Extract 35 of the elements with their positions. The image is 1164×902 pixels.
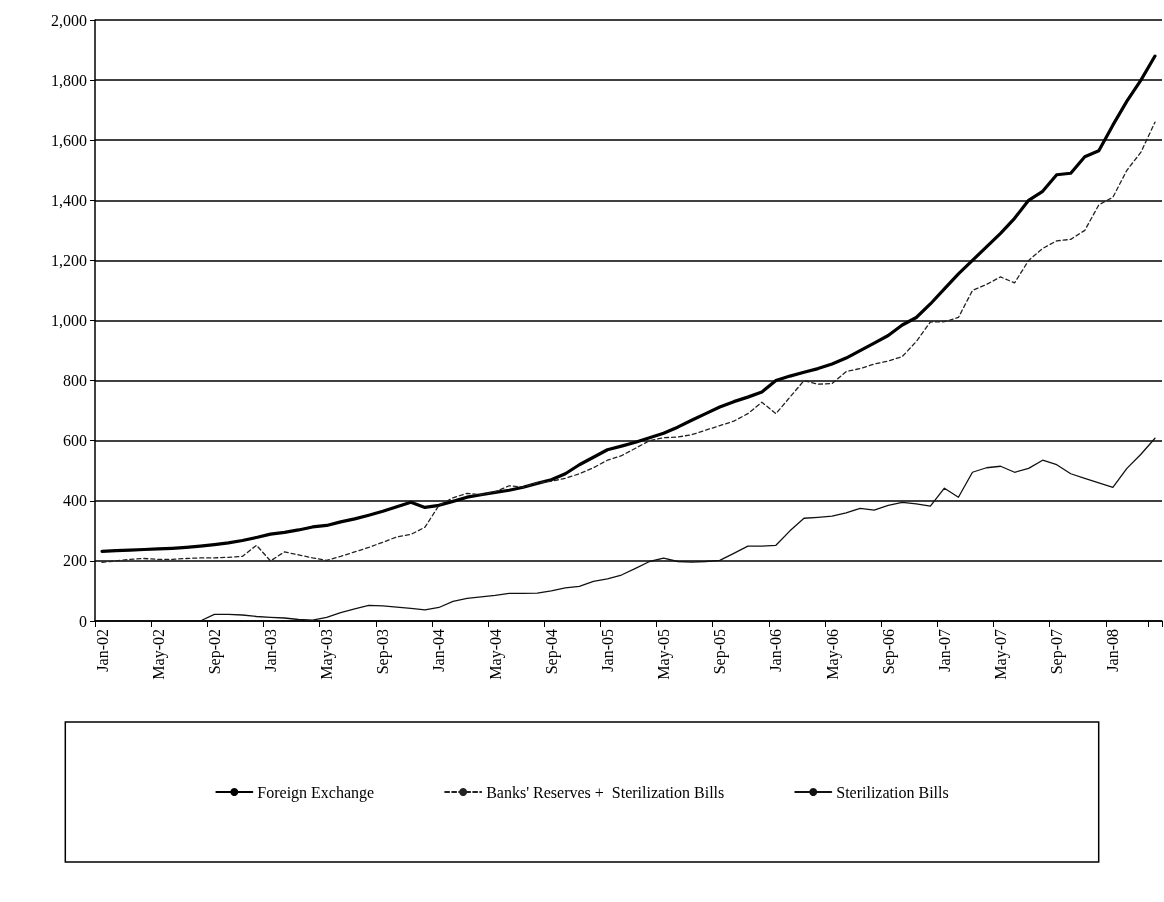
x-tick-label: May-02 bbox=[149, 629, 168, 680]
x-tick-label: Sep-07 bbox=[1048, 629, 1067, 675]
x-tick-label: Sep-03 bbox=[374, 629, 393, 675]
x-tick-label: May-07 bbox=[992, 629, 1011, 680]
legend-label: Banks' Reserves + Sterilization Bills bbox=[486, 783, 725, 801]
x-tick-label: Jan-08 bbox=[1104, 629, 1122, 672]
y-tick-label: 2,000 bbox=[51, 11, 87, 29]
x-tick-label: Jan-04 bbox=[430, 629, 448, 672]
x-tick-label: May-03 bbox=[318, 629, 337, 680]
y-tick-label: 1,800 bbox=[51, 71, 87, 89]
y-tick-label: 800 bbox=[63, 372, 87, 390]
line-series bbox=[199, 437, 1156, 622]
y-tick-label: 1,200 bbox=[51, 251, 87, 269]
x-tick-label: Sep-04 bbox=[542, 629, 561, 675]
y-tick-label: 0 bbox=[79, 612, 87, 630]
x-tick-label: Jan-03 bbox=[261, 629, 279, 672]
x-tick-label: Sep-05 bbox=[711, 629, 730, 675]
x-tick-label: May-05 bbox=[655, 629, 674, 680]
x-tick-label: Sep-02 bbox=[205, 629, 224, 675]
legend-label: Foreign Exchange bbox=[257, 783, 375, 802]
y-tick-label: 200 bbox=[63, 552, 87, 570]
x-tick-label: Jan-05 bbox=[598, 629, 616, 672]
y-tick-label: 400 bbox=[63, 492, 87, 510]
legend-label: Sterilization Bills bbox=[836, 783, 949, 801]
x-tick-label: May-06 bbox=[823, 629, 842, 680]
x-tick-label: May-04 bbox=[486, 629, 505, 680]
x-tick-label: Jan-02 bbox=[93, 629, 111, 672]
y-tick-label: 600 bbox=[63, 432, 87, 450]
x-tick-label: Jan-06 bbox=[767, 629, 785, 672]
line-series bbox=[101, 121, 1156, 564]
y-tick-label: 1,400 bbox=[51, 191, 87, 209]
y-tick-label: 1,000 bbox=[51, 312, 87, 329]
x-tick-label: Jan-07 bbox=[935, 629, 953, 672]
y-tick-label: 1,600 bbox=[51, 131, 87, 149]
x-tick-label: Sep-06 bbox=[879, 629, 898, 675]
